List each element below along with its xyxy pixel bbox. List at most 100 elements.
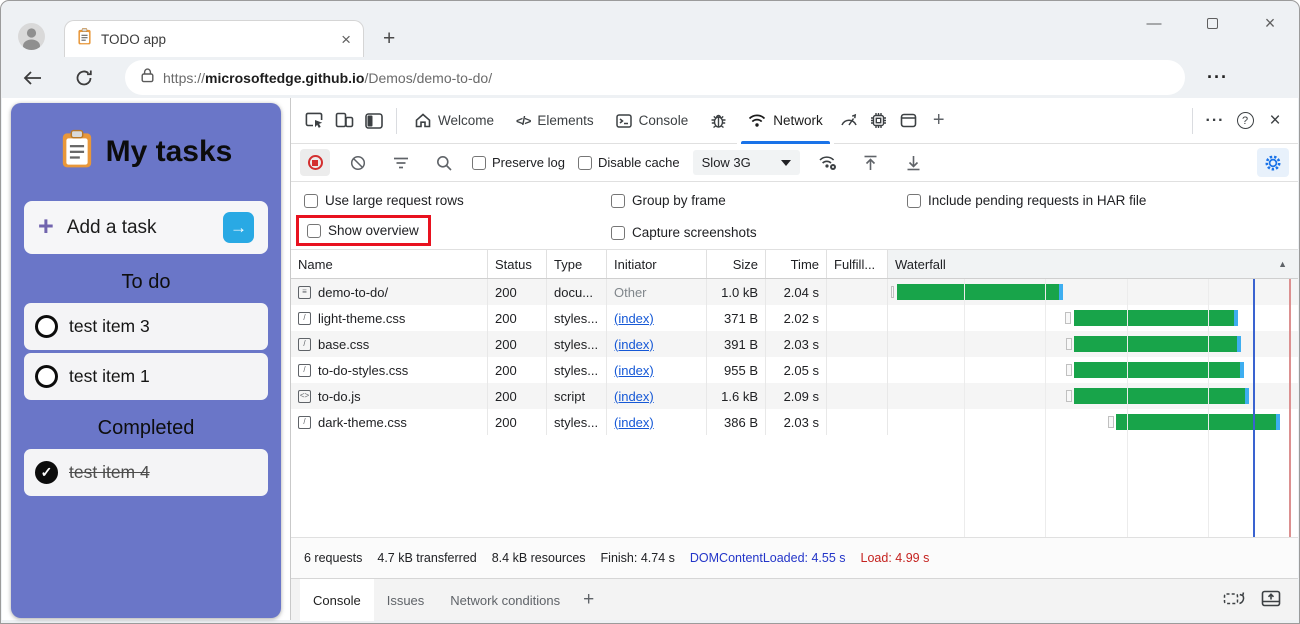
- lock-icon[interactable]: [141, 67, 154, 88]
- circle-icon[interactable]: [35, 365, 58, 388]
- column-header-status[interactable]: Status: [488, 250, 547, 278]
- task-item[interactable]: test item 3: [24, 303, 268, 350]
- devtools-menu-icon[interactable]: ···: [1205, 111, 1225, 129]
- tab-title: TODO app: [101, 31, 167, 47]
- document-file-icon: ≡: [298, 285, 311, 299]
- initiator-cell[interactable]: (index): [607, 409, 707, 435]
- checkbox-box[interactable]: [472, 155, 486, 170]
- browser-tab[interactable]: TODO app ×: [64, 20, 364, 57]
- reload-icon[interactable]: [67, 61, 101, 95]
- network-request-row[interactable]: <> to-do.js 200 script (index) 1.6 kB 2.09 s: [291, 383, 1298, 409]
- disable-cache-checkbox[interactable]: Disable cache: [577, 155, 680, 170]
- drawer-tab-console[interactable]: Console: [300, 579, 374, 621]
- initiator-cell: Other: [607, 279, 707, 305]
- column-header-fulfilled[interactable]: Fulfill...: [827, 250, 888, 278]
- minimize-button[interactable]: —: [1146, 14, 1162, 32]
- device-emulation-icon[interactable]: [329, 106, 359, 136]
- browser-menu-icon[interactable]: ···: [1207, 67, 1228, 87]
- performance-icon[interactable]: [834, 106, 864, 136]
- drawer-more-tools-button[interactable]: +: [583, 588, 595, 610]
- request-name-cell[interactable]: ≡ demo-to-do/: [291, 279, 488, 305]
- initiator-cell[interactable]: (index): [607, 383, 707, 409]
- task-item[interactable]: test item 1: [24, 353, 268, 400]
- todo-card: My tasks + Add a task → To do test item 3…: [11, 103, 281, 618]
- filter-icon[interactable]: [386, 148, 416, 178]
- column-header-type[interactable]: Type: [547, 250, 607, 278]
- initiator-value[interactable]: (index): [614, 414, 654, 430]
- drawer-tab-issues[interactable]: Issues: [386, 592, 425, 608]
- capture-screenshots-checkbox[interactable]: Capture screenshots: [611, 225, 757, 240]
- column-header-initiator[interactable]: Initiator: [607, 250, 707, 278]
- waterfall-bar-tip: [1234, 310, 1238, 326]
- debugger-bug-icon[interactable]: [703, 106, 733, 136]
- network-request-row[interactable]: / base.css 200 styles... (index) 391 B 2.03 s: [291, 331, 1298, 357]
- maximize-button[interactable]: [1183, 1, 1241, 45]
- profile-avatar[interactable]: [18, 23, 45, 50]
- activity-bar-icon[interactable]: [359, 106, 389, 136]
- add-task-submit-button[interactable]: →: [223, 212, 254, 243]
- tab-elements[interactable]: </> Elements: [516, 113, 594, 128]
- tab-network[interactable]: Network: [737, 97, 834, 144]
- todo-section-title: To do: [121, 271, 171, 293]
- include-pending-requests-checkbox[interactable]: Include pending requests in HAR file: [907, 193, 1146, 208]
- initiator-cell[interactable]: (index): [607, 305, 707, 331]
- drawer-tab-network-conditions[interactable]: Network conditions: [450, 592, 561, 608]
- url-bar[interactable]: https://microsoftedge.github.io/Demos/de…: [125, 60, 1185, 95]
- help-icon[interactable]: ?: [1230, 106, 1260, 136]
- task-item[interactable]: ✓ test item 4: [24, 449, 268, 496]
- memory-icon[interactable]: [864, 106, 894, 136]
- column-header-time[interactable]: Time: [766, 250, 827, 278]
- inspect-element-icon[interactable]: [299, 106, 329, 136]
- network-request-row[interactable]: ≡ demo-to-do/200 docu... Other 1.0 kB 2.04 s: [291, 279, 1298, 305]
- tab-close-icon[interactable]: ×: [341, 29, 351, 49]
- checkbox-box[interactable]: [577, 155, 592, 170]
- network-conditions-icon[interactable]: [813, 148, 843, 178]
- initiator-cell[interactable]: (index): [607, 357, 707, 383]
- network-settings-gear-icon[interactable]: [1257, 148, 1289, 177]
- screencast-rotate-icon[interactable]: [1223, 590, 1245, 610]
- tab-console[interactable]: Console: [605, 98, 700, 144]
- network-request-row[interactable]: / to-do-styles.css 200 styles... (index) 955 …: [291, 357, 1298, 383]
- initiator-value[interactable]: (index): [614, 362, 654, 378]
- import-har-icon[interactable]: [856, 148, 886, 178]
- clear-network-log-icon[interactable]: [343, 148, 373, 178]
- throttling-dropdown[interactable]: Slow 3G: [692, 150, 800, 175]
- script-file-icon: <>: [298, 389, 311, 403]
- circle-icon[interactable]: [35, 315, 58, 338]
- column-header-waterfall[interactable]: Waterfall ▲: [888, 250, 1298, 278]
- record-network-log-button[interactable]: [300, 149, 330, 176]
- show-overview-checkbox[interactable]: Show overview: [296, 215, 431, 246]
- network-toolbar: Preserve log Disable cache Slow 3G: [291, 144, 1298, 182]
- preserve-log-checkbox[interactable]: Preserve log: [472, 155, 565, 170]
- status-cell: 200: [488, 279, 547, 305]
- expand-drawer-icon[interactable]: [1261, 590, 1281, 610]
- group-by-frame-checkbox[interactable]: Group by frame: [611, 193, 726, 208]
- request-name-cell[interactable]: / base.css: [291, 331, 488, 357]
- more-tabs-button[interactable]: +: [932, 109, 945, 131]
- request-name-cell[interactable]: <> to-do.js: [291, 383, 488, 409]
- application-icon[interactable]: [894, 106, 924, 136]
- column-header-size[interactable]: Size: [707, 250, 766, 278]
- initiator-cell[interactable]: (index): [607, 331, 707, 357]
- status-cell: 200: [488, 357, 547, 383]
- request-name-cell[interactable]: / light-theme.css: [291, 305, 488, 331]
- use-large-request-rows-checkbox[interactable]: Use large request rows: [304, 193, 464, 208]
- request-name-cell[interactable]: / to-do-styles.css: [291, 357, 488, 383]
- waterfall-waiting-segment: [891, 286, 894, 298]
- initiator-value[interactable]: (index): [614, 336, 654, 352]
- new-tab-button[interactable]: +: [383, 27, 396, 50]
- tab-welcome[interactable]: Welcome: [404, 98, 505, 144]
- request-name-cell[interactable]: / dark-theme.css: [291, 409, 488, 435]
- network-request-row[interactable]: / light-theme.css 200 styles... (index) 371 B…: [291, 305, 1298, 331]
- checked-circle-icon[interactable]: ✓: [35, 461, 58, 484]
- back-icon[interactable]: [15, 61, 49, 95]
- search-icon[interactable]: [429, 148, 459, 178]
- close-window-button[interactable]: ×: [1264, 12, 1276, 33]
- add-task-field[interactable]: + Add a task →: [24, 201, 268, 254]
- initiator-value[interactable]: (index): [614, 310, 654, 326]
- export-har-icon[interactable]: [899, 148, 929, 178]
- initiator-value[interactable]: (index): [614, 388, 654, 404]
- close-devtools-icon[interactable]: ×: [1269, 109, 1281, 131]
- column-header-name[interactable]: Name: [291, 250, 488, 278]
